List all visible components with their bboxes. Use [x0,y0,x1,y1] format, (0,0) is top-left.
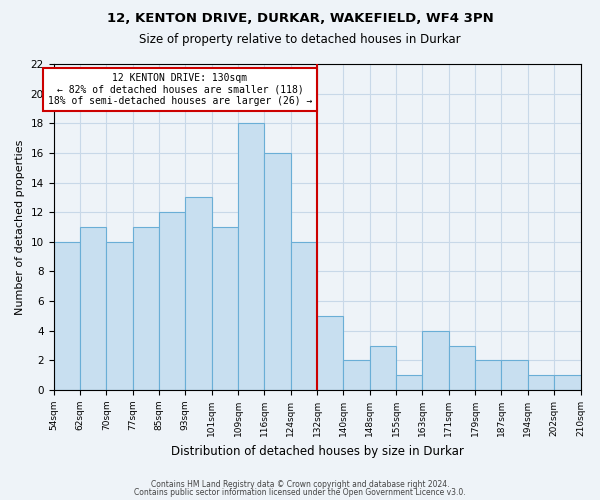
Bar [449,346,475,390]
Text: 12 KENTON DRIVE: 130sqm
← 82% of detached houses are smaller (118)
18% of semi-d: 12 KENTON DRIVE: 130sqm ← 82% of detache… [48,72,312,106]
Bar [53,242,80,390]
Bar [290,242,317,390]
Bar [396,375,422,390]
Y-axis label: Number of detached properties: Number of detached properties [15,140,25,314]
Bar [343,360,370,390]
Bar [502,360,528,390]
Bar [370,346,396,390]
X-axis label: Distribution of detached houses by size in Durkar: Distribution of detached houses by size … [170,444,463,458]
Bar [422,331,449,390]
Bar [159,212,185,390]
Bar [212,227,238,390]
Text: 12, KENTON DRIVE, DURKAR, WAKEFIELD, WF4 3PN: 12, KENTON DRIVE, DURKAR, WAKEFIELD, WF4… [107,12,493,26]
Bar [528,375,554,390]
Bar [317,316,343,390]
Text: Contains public sector information licensed under the Open Government Licence v3: Contains public sector information licen… [134,488,466,497]
Text: Size of property relative to detached houses in Durkar: Size of property relative to detached ho… [139,32,461,46]
Bar [238,124,265,390]
Bar [133,227,159,390]
Bar [265,153,290,390]
Bar [554,375,581,390]
Bar [185,198,212,390]
Text: Contains HM Land Registry data © Crown copyright and database right 2024.: Contains HM Land Registry data © Crown c… [151,480,449,489]
Bar [475,360,502,390]
Bar [106,242,133,390]
Bar [80,227,106,390]
